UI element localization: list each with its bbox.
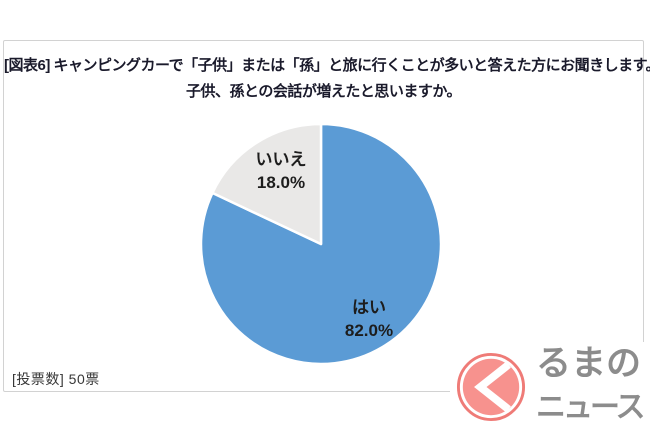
pie-slice-no [211, 122, 323, 246]
pie-label-yes: はい 82.0% [345, 296, 393, 342]
chart-title-line-1: [図表6] キャンピングカーで「子供」または「孫」と旅に行くことが多いと答えた方… [4, 57, 650, 74]
pie-label-no: いいえ 18.0% [256, 148, 307, 194]
kuruma-news-logo-icon [456, 352, 526, 422]
pie-label-no-value: 18.0% [256, 173, 306, 192]
pie-label-no-name: いいえ [255, 150, 307, 169]
pie-chart [196, 119, 446, 369]
logo-text-line-2: ニュース [536, 391, 645, 424]
logo-disc [462, 358, 520, 416]
pie-chart-svg [199, 122, 443, 366]
logo-text-line-1: るまの [536, 344, 642, 383]
chart-title-line-2: 子供、孫との会話が増えたと思いますか。 [185, 83, 462, 100]
chart-title: [図表6] キャンピングカーで「子供」または「孫」と旅に行くことが多いと答えた方… [4, 53, 650, 105]
pie-label-yes-value: 82.0% [344, 321, 394, 340]
chart-panel: [図表6] キャンピングカーで「子供」または「孫」と旅に行くことが多いと答えた方… [3, 40, 650, 392]
kuruma-news-logo: るまの ニュース [450, 342, 650, 433]
pie-label-yes-name: はい [351, 298, 386, 317]
pie-slice-yes [199, 122, 443, 366]
left-chevron-icon [474, 361, 511, 413]
kuruma-news-logo-text: るまの ニュース [536, 342, 645, 426]
vote-count-label: [投票数] 50票 [12, 371, 100, 387]
logo-outer-ring [456, 352, 526, 422]
